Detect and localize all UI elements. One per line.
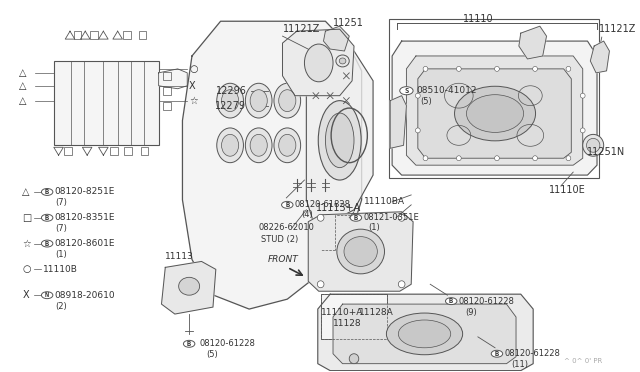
Text: B: B bbox=[45, 189, 49, 195]
Text: ☆: ☆ bbox=[189, 96, 198, 106]
Circle shape bbox=[42, 189, 53, 195]
Text: △: △ bbox=[22, 187, 30, 197]
Text: 08226-62010: 08226-62010 bbox=[259, 223, 315, 232]
Ellipse shape bbox=[580, 93, 585, 98]
Circle shape bbox=[42, 214, 53, 221]
Text: B: B bbox=[45, 215, 49, 221]
Text: X: X bbox=[22, 290, 29, 300]
Text: (1): (1) bbox=[55, 250, 67, 259]
Text: 11113: 11113 bbox=[165, 252, 194, 261]
Bar bbox=[110, 147, 118, 155]
Text: 08120-61228: 08120-61228 bbox=[200, 339, 255, 348]
Text: 11110: 11110 bbox=[463, 14, 493, 24]
Ellipse shape bbox=[566, 66, 571, 71]
Text: ○: ○ bbox=[22, 264, 31, 275]
Ellipse shape bbox=[423, 156, 428, 161]
Ellipse shape bbox=[250, 134, 268, 156]
Polygon shape bbox=[418, 69, 572, 158]
Ellipse shape bbox=[583, 134, 604, 156]
Ellipse shape bbox=[467, 95, 524, 132]
Ellipse shape bbox=[387, 313, 463, 355]
Ellipse shape bbox=[456, 156, 461, 161]
Text: (9): (9) bbox=[465, 308, 477, 317]
Polygon shape bbox=[282, 29, 354, 96]
Text: (7): (7) bbox=[55, 224, 67, 233]
Text: △: △ bbox=[19, 96, 26, 106]
Bar bbox=[163, 102, 171, 110]
Text: B: B bbox=[45, 241, 49, 247]
Ellipse shape bbox=[217, 128, 243, 163]
Ellipse shape bbox=[398, 214, 405, 221]
Ellipse shape bbox=[278, 134, 296, 156]
Ellipse shape bbox=[250, 90, 268, 112]
Text: △: △ bbox=[19, 68, 26, 78]
Ellipse shape bbox=[245, 128, 272, 163]
Ellipse shape bbox=[221, 134, 239, 156]
Bar bbox=[141, 147, 148, 155]
Text: 08120-8251E: 08120-8251E bbox=[55, 187, 115, 196]
Text: (5): (5) bbox=[206, 350, 218, 359]
Text: 08120-8351E: 08120-8351E bbox=[55, 213, 115, 222]
Ellipse shape bbox=[566, 156, 571, 161]
Ellipse shape bbox=[495, 66, 499, 71]
Polygon shape bbox=[406, 56, 583, 165]
Text: 12279: 12279 bbox=[215, 100, 246, 110]
Bar bbox=[139, 31, 147, 39]
Text: 11110+A: 11110+A bbox=[321, 308, 363, 317]
Text: 08120-61228: 08120-61228 bbox=[504, 349, 561, 358]
Ellipse shape bbox=[245, 83, 272, 118]
Circle shape bbox=[42, 240, 53, 247]
Circle shape bbox=[492, 350, 502, 357]
Circle shape bbox=[350, 214, 362, 221]
Text: 11251: 11251 bbox=[333, 18, 364, 28]
Ellipse shape bbox=[337, 229, 385, 274]
Ellipse shape bbox=[317, 214, 324, 221]
Circle shape bbox=[400, 87, 413, 95]
Text: 11128: 11128 bbox=[333, 320, 362, 328]
Text: 11251N: 11251N bbox=[586, 147, 625, 157]
Text: (1): (1) bbox=[368, 223, 380, 232]
Text: 11121Z: 11121Z bbox=[282, 24, 320, 34]
Ellipse shape bbox=[274, 83, 301, 118]
Text: B: B bbox=[285, 202, 289, 208]
Ellipse shape bbox=[305, 44, 333, 82]
Text: ^ 0^ 0' PR: ^ 0^ 0' PR bbox=[564, 358, 602, 364]
Bar bbox=[90, 31, 98, 39]
Ellipse shape bbox=[532, 66, 538, 71]
Text: B: B bbox=[449, 298, 453, 304]
Text: 11128A: 11128A bbox=[359, 308, 394, 317]
Ellipse shape bbox=[339, 58, 346, 64]
Circle shape bbox=[42, 292, 53, 299]
Circle shape bbox=[282, 201, 293, 208]
Ellipse shape bbox=[532, 156, 538, 161]
Text: STUD (2): STUD (2) bbox=[260, 235, 298, 244]
Text: (2): (2) bbox=[55, 302, 67, 311]
Text: □: □ bbox=[22, 213, 31, 223]
Ellipse shape bbox=[278, 90, 296, 112]
Ellipse shape bbox=[325, 113, 354, 168]
Polygon shape bbox=[308, 212, 413, 291]
Ellipse shape bbox=[344, 237, 378, 266]
Text: B: B bbox=[187, 341, 191, 347]
Ellipse shape bbox=[221, 90, 239, 112]
Bar bbox=[64, 147, 72, 155]
Ellipse shape bbox=[423, 66, 428, 71]
Bar bbox=[389, 19, 599, 178]
Bar bbox=[163, 87, 171, 95]
Text: 08120-61828: 08120-61828 bbox=[295, 201, 351, 209]
Polygon shape bbox=[390, 96, 406, 148]
Text: 11121Z: 11121Z bbox=[599, 24, 636, 34]
Polygon shape bbox=[590, 41, 609, 73]
Ellipse shape bbox=[336, 55, 349, 67]
Ellipse shape bbox=[318, 101, 361, 180]
Ellipse shape bbox=[349, 354, 359, 364]
Text: △: △ bbox=[19, 81, 26, 91]
Polygon shape bbox=[161, 262, 216, 314]
Text: ☆: ☆ bbox=[22, 238, 31, 248]
Text: B: B bbox=[354, 215, 358, 221]
Polygon shape bbox=[182, 21, 362, 309]
Ellipse shape bbox=[495, 156, 499, 161]
Ellipse shape bbox=[415, 93, 420, 98]
Text: 11110E: 11110E bbox=[549, 185, 586, 195]
